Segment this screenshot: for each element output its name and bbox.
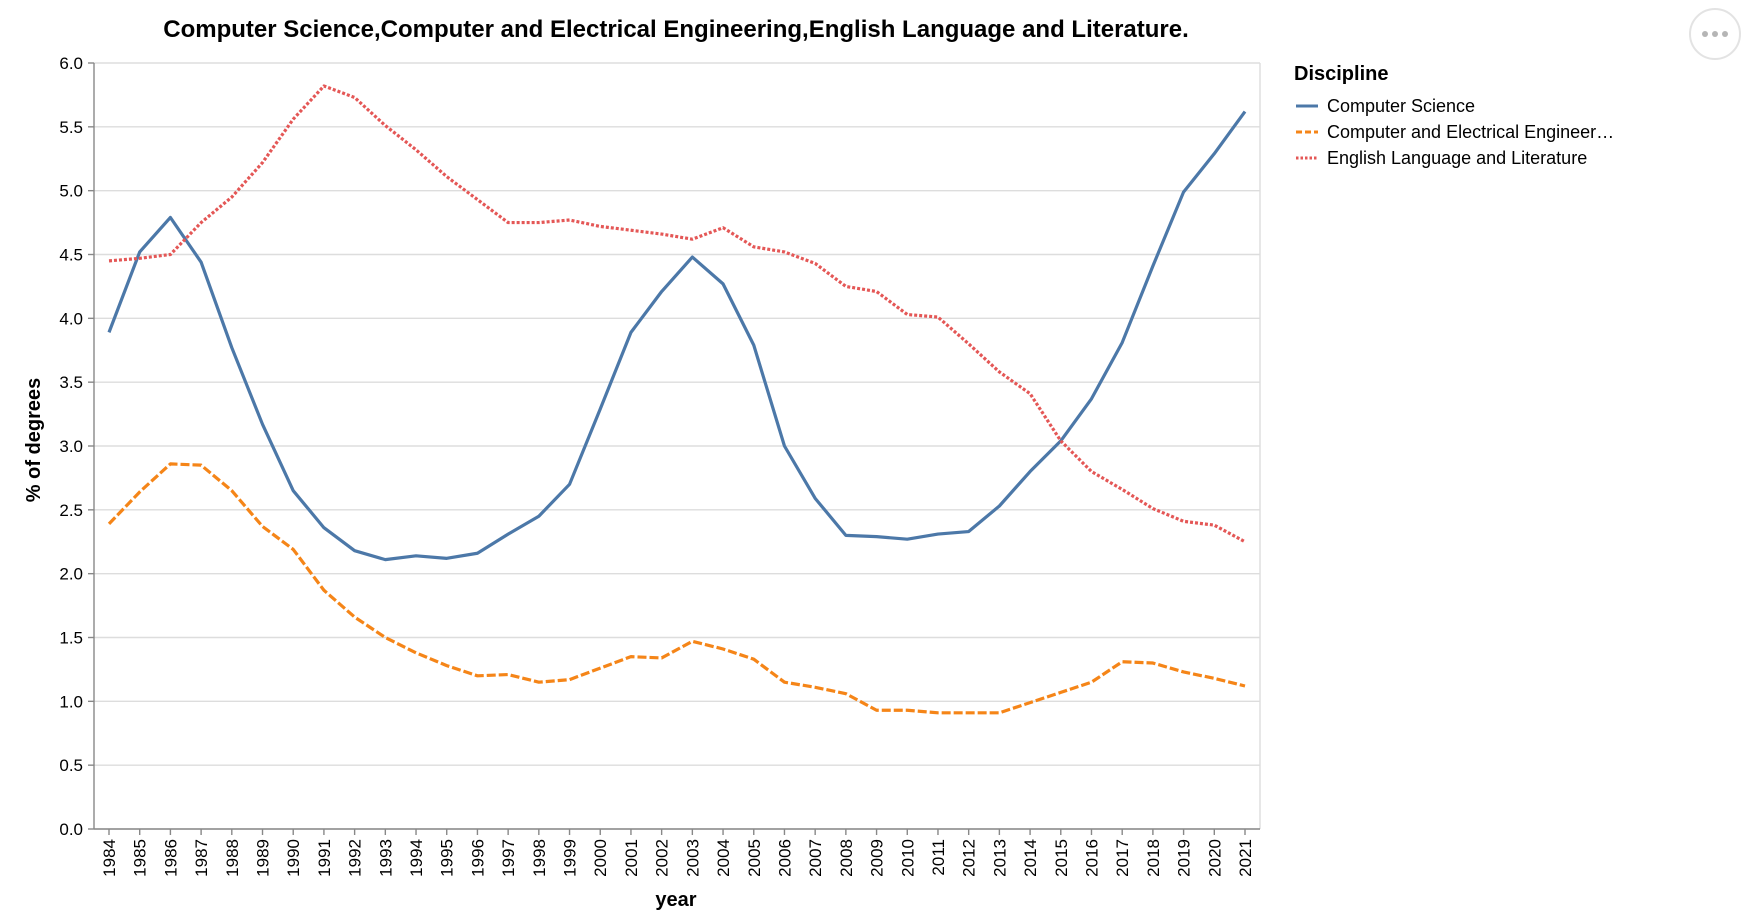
y-axis-title: % of degrees xyxy=(23,378,45,502)
y-tick-label: 4.0 xyxy=(59,309,83,328)
x-tick-label: 1990 xyxy=(284,839,303,877)
y-tick-label: 0.5 xyxy=(59,756,83,775)
x-tick-label: 2011 xyxy=(929,839,948,876)
y-tick-label: 1.5 xyxy=(59,629,83,648)
x-tick-label: 1995 xyxy=(438,839,457,877)
x-tick-label: 1985 xyxy=(131,839,150,877)
x-tick-label: 2012 xyxy=(960,839,979,877)
x-tick-label: 1984 xyxy=(100,839,119,877)
legend: Discipline Computer Science Computer and … xyxy=(1294,63,1614,168)
x-tick-label: 1999 xyxy=(561,839,580,877)
y-tick-label: 0.0 xyxy=(59,820,83,839)
x-tick-label: 1989 xyxy=(254,839,273,877)
y-tick-label: 3.5 xyxy=(59,373,83,392)
x-tick-label: 1998 xyxy=(530,839,549,877)
x-tick-label: 2017 xyxy=(1113,839,1132,877)
x-tick-label: 2007 xyxy=(806,839,825,877)
x-tick-label: 2016 xyxy=(1082,839,1101,877)
gridlines xyxy=(94,62,1261,830)
y-tick-label: 3.0 xyxy=(59,437,83,456)
x-tick-label: 1991 xyxy=(315,839,334,877)
legend-item: English Language and Literature xyxy=(1296,148,1587,168)
chart-title: Computer Science,Computer and Electrical… xyxy=(163,16,1189,43)
menu-dot-icon xyxy=(1712,31,1718,37)
series-lines xyxy=(107,84,1247,715)
y-tick-label: 5.0 xyxy=(59,182,83,201)
chart-actions-menu-button[interactable] xyxy=(1689,8,1741,60)
x-tick-label: 2010 xyxy=(898,839,917,877)
x-tick-label: 2003 xyxy=(683,839,702,877)
legend-label: English Language and Literature xyxy=(1327,148,1587,168)
y-tick-label: 6.0 xyxy=(59,54,83,73)
series-line-computer-science xyxy=(107,110,1247,562)
x-tick-label: 1993 xyxy=(376,839,395,877)
x-tick-label: 2015 xyxy=(1052,839,1071,877)
legend-item: Computer and Electrical Engineer… xyxy=(1296,122,1614,142)
x-tick-label: 2013 xyxy=(990,839,1009,877)
x-tick-label: 2014 xyxy=(1021,839,1040,877)
series-line-computer-and-electrical-engineering xyxy=(107,462,1246,715)
x-tick-label: 2008 xyxy=(837,839,856,877)
x-tick-label: 2001 xyxy=(622,839,641,877)
x-tick-label: 2020 xyxy=(1205,839,1224,877)
x-tick-label: 2006 xyxy=(775,839,794,877)
x-tick-label: 1992 xyxy=(346,839,365,877)
x-tick-label: 2000 xyxy=(591,839,610,877)
y-tick-label: 4.5 xyxy=(59,246,83,265)
menu-dot-icon xyxy=(1722,31,1728,37)
x-tick-label: 1997 xyxy=(499,839,518,877)
x-tick-label: 2018 xyxy=(1144,839,1163,877)
menu-dot-icon xyxy=(1702,31,1708,37)
series-line-english-language-and-literature xyxy=(108,84,1246,544)
y-tick-label: 5.5 xyxy=(59,118,83,137)
x-tick-label: 2005 xyxy=(745,839,764,877)
x-tick-label: 2009 xyxy=(868,839,887,877)
x-tick-label: 1988 xyxy=(223,839,242,877)
x-tick-label: 2002 xyxy=(653,839,672,877)
x-tick-label: 2004 xyxy=(714,839,733,877)
axes: 0.0 0.5 1.0 1.5 2.0 2.5 3.0 3.5 4.0 4.5 5.0 5.5 6.0 1… xyxy=(59,54,1260,877)
legend-label: Computer and Electrical Engineer… xyxy=(1327,122,1614,142)
x-tick-label: 1987 xyxy=(192,839,211,877)
legend-title: Discipline xyxy=(1294,63,1388,85)
legend-label: Computer Science xyxy=(1327,96,1475,116)
x-tick-label: 1986 xyxy=(161,839,180,877)
x-tick-label: 2019 xyxy=(1175,839,1194,877)
x-tick-label: 2021 xyxy=(1236,839,1255,877)
y-tick-label: 2.0 xyxy=(59,565,83,584)
y-tick-label: 2.5 xyxy=(59,501,83,520)
x-tick-label: 1994 xyxy=(407,839,426,877)
x-axis-title: year xyxy=(655,889,696,911)
x-tick-label: 1996 xyxy=(468,839,487,877)
legend-item: Computer Science xyxy=(1296,96,1475,116)
y-tick-label: 1.0 xyxy=(59,692,83,711)
